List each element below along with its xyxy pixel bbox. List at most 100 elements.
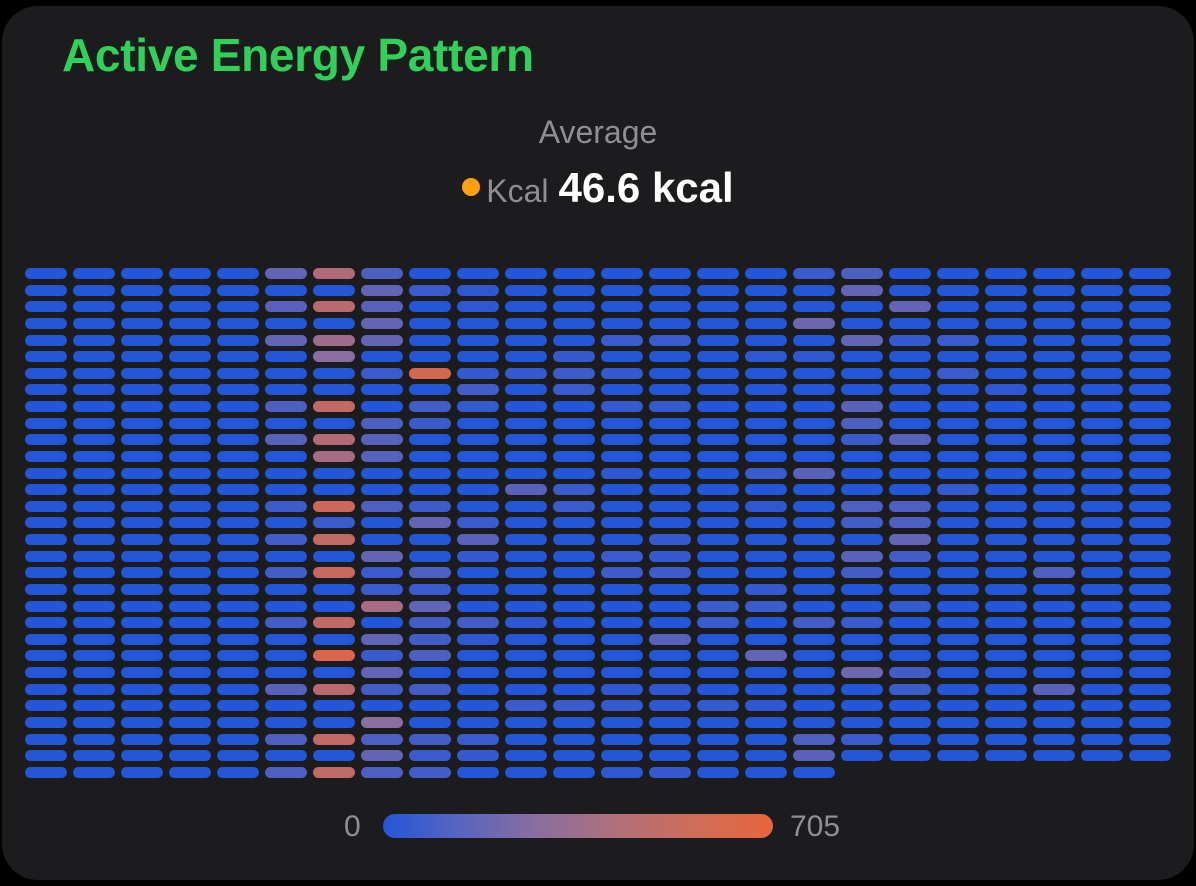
heatmap-cell bbox=[697, 368, 739, 379]
heatmap-cell bbox=[697, 468, 739, 479]
heatmap-cell bbox=[121, 401, 163, 412]
heatmap-cell bbox=[169, 734, 211, 745]
heatmap-cell bbox=[121, 684, 163, 695]
heatmap-cell bbox=[889, 368, 931, 379]
heatmap-cell bbox=[265, 650, 307, 661]
heatmap-cell bbox=[457, 567, 499, 578]
heatmap-cell bbox=[1033, 717, 1075, 728]
heatmap-cell bbox=[553, 734, 595, 745]
heatmap-cell bbox=[1129, 667, 1171, 678]
heatmap-cell bbox=[25, 667, 67, 678]
heatmap-cell bbox=[745, 634, 787, 645]
heatmap-cell bbox=[697, 501, 739, 512]
heatmap-cell bbox=[169, 285, 211, 296]
heatmap-cell bbox=[649, 517, 691, 528]
heatmap-cell bbox=[457, 650, 499, 661]
heatmap-cell bbox=[745, 285, 787, 296]
heatmap-cell bbox=[361, 285, 403, 296]
heatmap-cell bbox=[217, 501, 259, 512]
heatmap-cell bbox=[25, 700, 67, 711]
heatmap-cell bbox=[889, 517, 931, 528]
heatmap-cell bbox=[793, 650, 835, 661]
heatmap-cell bbox=[841, 634, 883, 645]
heatmap-cell bbox=[1033, 451, 1075, 462]
heatmap-cell bbox=[73, 351, 115, 362]
heatmap-cell bbox=[361, 750, 403, 761]
heatmap-cell bbox=[1033, 468, 1075, 479]
heatmap-cell bbox=[169, 534, 211, 545]
heatmap-cell bbox=[169, 567, 211, 578]
heatmap-cell bbox=[217, 318, 259, 329]
heatmap-cell bbox=[1081, 601, 1123, 612]
heatmap-cell bbox=[793, 384, 835, 395]
heatmap-cell bbox=[841, 484, 883, 495]
heatmap-cell bbox=[889, 534, 931, 545]
heatmap-cell bbox=[1129, 700, 1171, 711]
heatmap-cell bbox=[697, 717, 739, 728]
heatmap-cell bbox=[889, 318, 931, 329]
heatmap-cell bbox=[457, 517, 499, 528]
heatmap-cell bbox=[553, 368, 595, 379]
heatmap-cell bbox=[841, 434, 883, 445]
heatmap-cell bbox=[601, 767, 643, 778]
heatmap-cell bbox=[265, 468, 307, 479]
heatmap-cell bbox=[73, 667, 115, 678]
heatmap-cell bbox=[793, 551, 835, 562]
heatmap-cell bbox=[649, 634, 691, 645]
heatmap-cell bbox=[649, 667, 691, 678]
heatmap-cell bbox=[409, 268, 451, 279]
heatmap-cell bbox=[121, 534, 163, 545]
heatmap-cell bbox=[1033, 268, 1075, 279]
heatmap-cell bbox=[361, 517, 403, 528]
heatmap-cell bbox=[553, 501, 595, 512]
heatmap-cell bbox=[169, 434, 211, 445]
heatmap-cell bbox=[649, 617, 691, 628]
heatmap-cell bbox=[985, 434, 1027, 445]
legend-min-label: 0 bbox=[344, 810, 361, 843]
heatmap-cell bbox=[457, 401, 499, 412]
heatmap-cell bbox=[505, 717, 547, 728]
heatmap-cell bbox=[73, 468, 115, 479]
heatmap-cell bbox=[1033, 584, 1075, 595]
heatmap-cell bbox=[25, 617, 67, 628]
heatmap-cell bbox=[793, 401, 835, 412]
heatmap-cell bbox=[121, 667, 163, 678]
heatmap-cell bbox=[697, 484, 739, 495]
heatmap-cell bbox=[73, 734, 115, 745]
heatmap-cell bbox=[649, 285, 691, 296]
heatmap-cell bbox=[313, 318, 355, 329]
heatmap-cell bbox=[505, 368, 547, 379]
heatmap-cell bbox=[313, 584, 355, 595]
heatmap-cell bbox=[649, 567, 691, 578]
heatmap-cell bbox=[217, 617, 259, 628]
heatmap-cell bbox=[73, 700, 115, 711]
heatmap-cell bbox=[985, 451, 1027, 462]
color-legend: 0 705 bbox=[0, 810, 1196, 844]
heatmap-cell bbox=[217, 484, 259, 495]
heatmap-cell bbox=[361, 551, 403, 562]
heatmap-cell bbox=[25, 634, 67, 645]
heatmap-cell bbox=[505, 268, 547, 279]
heatmap-cell bbox=[265, 567, 307, 578]
heatmap-cell bbox=[1033, 301, 1075, 312]
heatmap-cell bbox=[649, 368, 691, 379]
heatmap-cell bbox=[169, 584, 211, 595]
chart-title: Active Energy Pattern bbox=[62, 29, 534, 81]
heatmap-cell bbox=[1129, 401, 1171, 412]
heatmap-cell bbox=[1081, 734, 1123, 745]
heatmap-cell bbox=[553, 384, 595, 395]
heatmap-cell bbox=[25, 501, 67, 512]
heatmap-cell bbox=[889, 634, 931, 645]
heatmap-cell bbox=[73, 617, 115, 628]
heatmap-cell bbox=[409, 401, 451, 412]
heatmap-cell bbox=[937, 318, 979, 329]
heatmap-cell bbox=[793, 484, 835, 495]
heatmap-cell bbox=[649, 700, 691, 711]
heatmap-cell bbox=[745, 667, 787, 678]
heatmap-cell bbox=[553, 285, 595, 296]
heatmap-cell bbox=[889, 351, 931, 362]
heatmap-cell bbox=[1129, 301, 1171, 312]
heatmap-cell bbox=[601, 484, 643, 495]
heatmap-cell bbox=[169, 268, 211, 279]
heatmap-cell bbox=[361, 318, 403, 329]
